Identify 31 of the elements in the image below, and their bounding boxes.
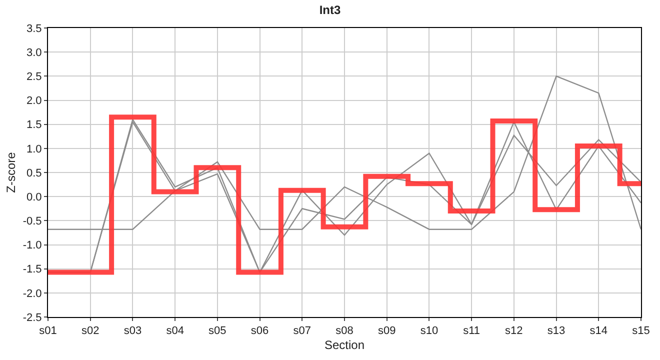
y-tick-label: 2.5 — [26, 71, 42, 84]
y-tick-label: 0.5 — [26, 167, 42, 180]
x-axis-title: Section — [324, 338, 365, 352]
x-tick-label: s10 — [420, 325, 438, 338]
x-tick-label: s06 — [250, 325, 269, 338]
y-tick-label: -2.0 — [22, 288, 42, 300]
x-tick-label: s04 — [166, 325, 184, 338]
chart-title: Int3 — [319, 2, 341, 17]
y-axis-title: Z-score — [4, 152, 18, 193]
y-tick-label: 0.0 — [26, 191, 42, 204]
y-tick-label: -1.5 — [22, 264, 42, 276]
y-tick-label: -2.5 — [22, 312, 42, 324]
x-tick-label: s07 — [293, 325, 312, 338]
x-tick-label: s15 — [632, 325, 650, 338]
y-tick-label: 3.0 — [26, 46, 42, 59]
y-tick-label: -1.0 — [22, 240, 42, 252]
x-tick-label: s01 — [39, 325, 57, 338]
x-tick-label: s14 — [590, 325, 608, 338]
y-tick-label: 3.5 — [26, 22, 42, 35]
y-tick-label: 1.5 — [26, 119, 42, 132]
x-tick-label: s05 — [208, 325, 226, 338]
x-tick-label: s03 — [124, 325, 142, 338]
x-tick-label: s02 — [81, 325, 100, 338]
x-tick-label: s13 — [547, 325, 566, 338]
y-tick-label: -0.5 — [22, 216, 42, 228]
x-tick-label: s12 — [505, 325, 523, 338]
y-tick-label: 1.0 — [26, 143, 42, 156]
x-tick-label: s08 — [336, 325, 354, 338]
y-tick-label: 2.0 — [26, 95, 42, 108]
x-tick-label: s11 — [463, 325, 480, 338]
x-tick-label: s09 — [378, 325, 396, 338]
